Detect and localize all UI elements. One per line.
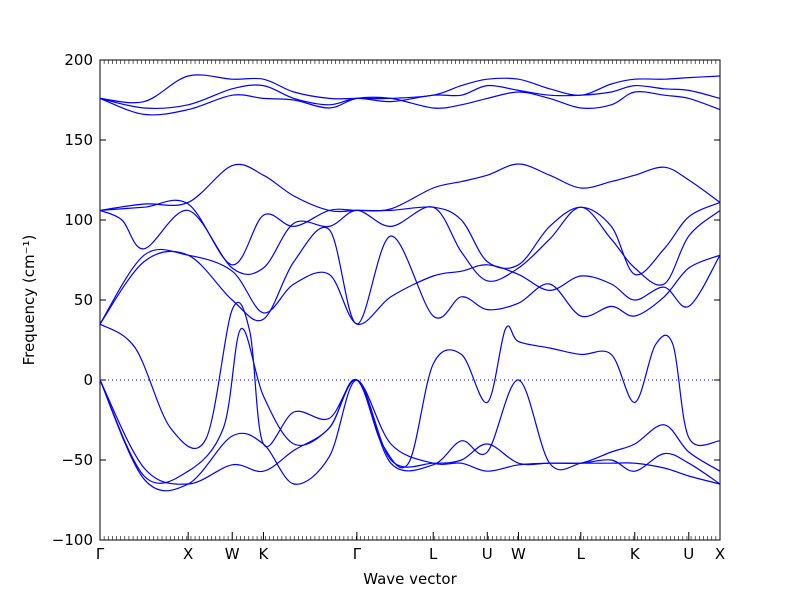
y-tick-label: 150	[64, 131, 93, 149]
band-line-7	[99, 248, 721, 325]
band-line-2	[99, 84, 721, 110]
band-line-10	[99, 328, 721, 484]
band-line-1	[99, 74, 721, 104]
band-line-12	[99, 379, 721, 492]
y-tick-label: 50	[74, 291, 93, 309]
x-tick-label: X	[183, 545, 193, 563]
y-tick-label: 200	[64, 51, 93, 69]
x-tick-label: W	[225, 545, 240, 563]
band-line-9	[99, 301, 721, 469]
band-line-6	[99, 206, 721, 286]
x-tick-label: W	[511, 545, 526, 563]
x-tick-label: Γ	[353, 545, 362, 563]
band-series	[99, 74, 721, 492]
y-tick-label: −50	[61, 451, 93, 469]
x-tick-label: K	[630, 545, 641, 563]
x-tick-label: X	[715, 545, 725, 563]
y-tick-label: 0	[83, 371, 93, 389]
band-line-5	[99, 199, 721, 276]
x-tick-label: U	[482, 545, 493, 563]
x-tick-label: Γ	[96, 545, 105, 563]
x-tick-label: L	[577, 545, 586, 563]
x-axis-label: Wave vector	[363, 570, 457, 588]
x-tick-label: L	[429, 545, 438, 563]
band-line-3	[99, 91, 721, 116]
y-tick-label: −100	[52, 531, 93, 549]
band-line-4	[99, 163, 721, 213]
x-tick-label: K	[259, 545, 270, 563]
band-line-11	[99, 379, 721, 485]
y-tick-label: 100	[64, 211, 93, 229]
x-tick-label: U	[683, 545, 694, 563]
axis-ticks	[99, 59, 721, 541]
y-axis-label: Frequency (cm⁻¹)	[20, 235, 38, 366]
